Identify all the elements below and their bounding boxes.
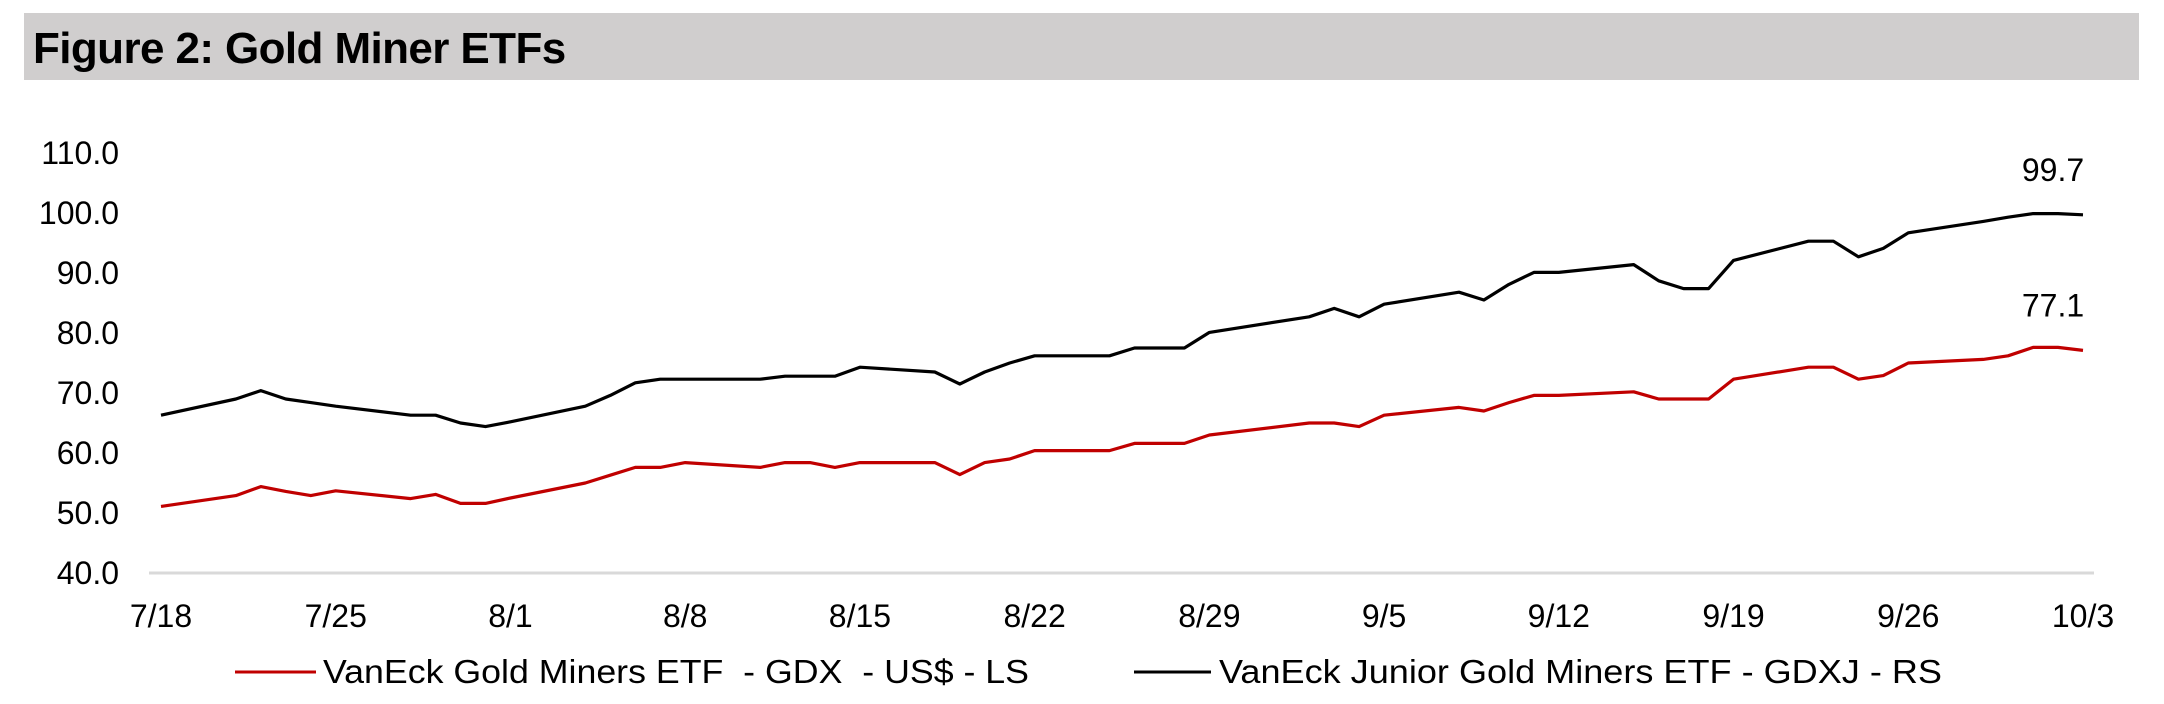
x-tick-label: 8/8: [663, 598, 707, 634]
x-tick-label: 8/29: [1178, 598, 1240, 634]
x-tick-label: 9/12: [1528, 598, 1590, 634]
x-tick-label: 7/18: [130, 598, 192, 634]
title-band: [24, 13, 2139, 80]
x-axis-ticks: 7/18 7/25 8/1 8/8 8/15 8/22 8/29 9/5 9/12 9/19 9/2…: [130, 598, 2114, 634]
y-tick-label: 50.0: [57, 495, 119, 531]
y-tick-label: 60.0: [57, 435, 119, 471]
y-tick-label: 70.0: [57, 375, 119, 411]
y-tick-label: 80.0: [57, 315, 119, 351]
y-axis-ticks: 40.0 50.0 60.0 70.0 80.0 90.0 100.0 110.0: [39, 135, 119, 591]
legend-label-gdxj: VanEck Junior Gold Miners ETF - GDXJ - R…: [1219, 653, 1942, 690]
x-tick-label: 9/5: [1362, 598, 1406, 634]
chart-title: Figure 2: Gold Miner ETFs: [33, 24, 566, 73]
y-tick-label: 100.0: [39, 195, 119, 231]
y-tick-label: 40.0: [57, 555, 119, 591]
legend: VanEck Gold Miners ETF - GDX - US$ - LS …: [235, 653, 1942, 690]
x-tick-label: 9/19: [1702, 598, 1764, 634]
series-line-gdx: [160, 345, 2084, 508]
x-tick-label: 8/15: [829, 598, 891, 634]
x-tick-label: 7/25: [305, 598, 367, 634]
y-tick-label: 90.0: [57, 255, 119, 291]
series-lines: [160, 212, 2084, 508]
x-tick-label: 9/26: [1877, 598, 1939, 634]
x-tick-label: 10/3: [2052, 598, 2114, 634]
series-line-gdxj: [160, 212, 2084, 429]
end-value-label: 77.1: [2022, 287, 2084, 323]
legend-label-gdx: VanEck Gold Miners ETF - GDX - US$ - LS: [323, 653, 1029, 690]
end-labels: 77.1 99.7: [2022, 152, 2084, 324]
end-value-label: 99.7: [2022, 152, 2084, 188]
x-tick-label: 8/22: [1003, 598, 1065, 634]
x-tick-label: 8/1: [488, 598, 532, 634]
y-tick-label: 110.0: [41, 135, 119, 171]
